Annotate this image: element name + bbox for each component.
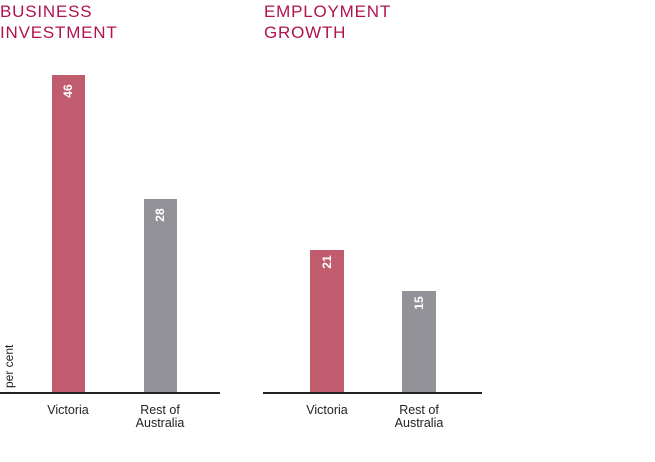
category-label: Rest of Australia: [379, 404, 459, 430]
chart-title-business-investment: BUSINESS INVESTMENT: [0, 1, 118, 43]
bar-value: 15: [412, 296, 426, 310]
category-label: Victoria: [47, 403, 89, 417]
bar-victoria-employment: 21: [310, 250, 344, 393]
bar-value: 28: [153, 208, 167, 222]
category-label: Victoria: [306, 403, 348, 417]
title-line: GROWTH: [264, 23, 347, 42]
bar-value: 46: [61, 84, 75, 98]
chart-title-employment-growth: EMPLOYMENT GROWTH: [264, 1, 391, 43]
x-axis-line: [0, 392, 220, 394]
title-line: EMPLOYMENT: [264, 2, 392, 21]
title-line: BUSINESS: [0, 2, 93, 21]
label-line: Rest of: [399, 403, 439, 417]
bar-value: 21: [320, 255, 334, 269]
bar-rest-employment: 15: [402, 291, 436, 393]
bar-rest-investment: 28: [144, 199, 177, 393]
y-axis-label: per cent: [2, 344, 16, 388]
label-line: Australia: [394, 416, 444, 430]
label-line: Australia: [135, 416, 185, 430]
title-line: INVESTMENT: [0, 23, 118, 42]
category-label: Rest of Australia: [120, 404, 200, 430]
x-axis-line: [263, 392, 482, 394]
bar-victoria-investment: 46: [52, 75, 85, 393]
label-line: Rest of: [140, 403, 180, 417]
